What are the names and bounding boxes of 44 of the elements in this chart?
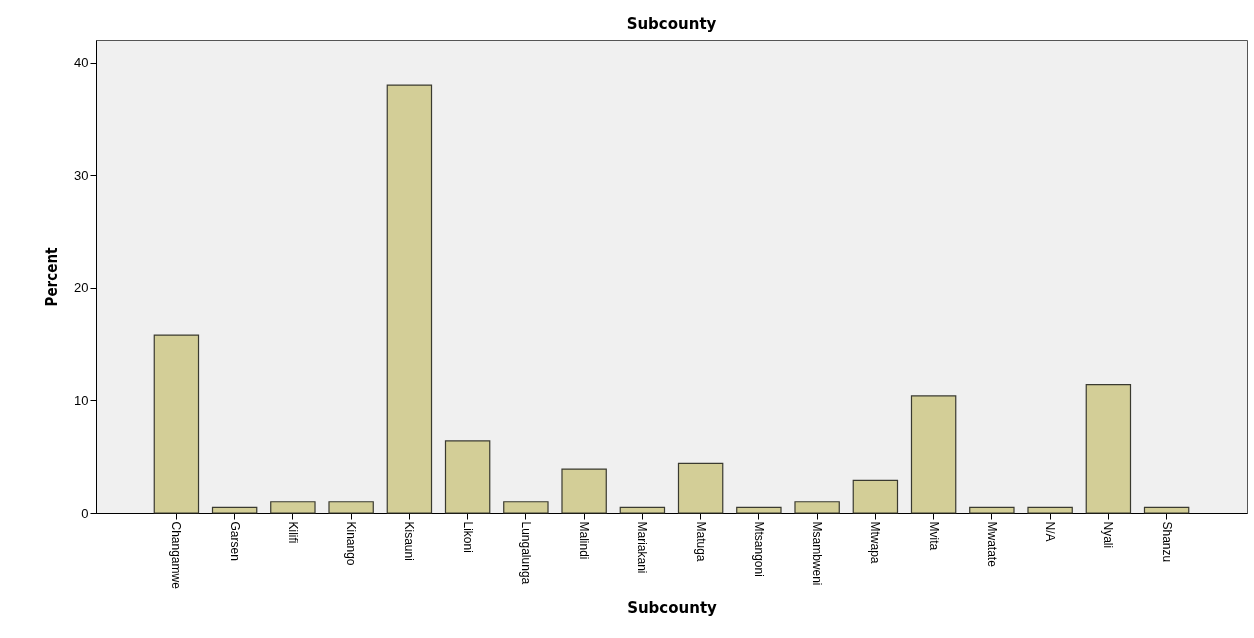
bar xyxy=(561,468,607,514)
x-tick-label: Likoni xyxy=(460,521,475,553)
x-tick-label: Mtwapa xyxy=(868,521,883,564)
bar xyxy=(211,506,258,514)
y-tick-label: 30 xyxy=(74,167,89,183)
bar xyxy=(794,501,840,514)
x-tick-label: Lungalunga xyxy=(518,521,533,585)
x-tick-label: Mtsangoni xyxy=(751,521,766,577)
y-tick-label: 0 xyxy=(81,505,89,521)
bar xyxy=(328,501,374,514)
bar xyxy=(153,334,200,514)
bar xyxy=(270,501,316,514)
bar xyxy=(386,84,433,514)
x-tick-label: Mwatate xyxy=(984,521,999,568)
x-tick-label: N/A xyxy=(1043,521,1058,542)
x-tick-label: Mvita xyxy=(926,521,941,551)
x-tick-label: Shanzu xyxy=(1159,521,1174,563)
bar xyxy=(1143,506,1190,514)
x-axis-title: Subcounty xyxy=(627,598,718,617)
bar xyxy=(444,440,491,514)
bar xyxy=(1027,506,1073,514)
bar xyxy=(852,479,899,514)
bar xyxy=(619,506,666,514)
bar xyxy=(503,501,549,514)
x-tick-label: Msambweni xyxy=(810,521,825,586)
bar xyxy=(1085,384,1132,514)
x-tick-label: Matuga xyxy=(693,521,708,562)
bar xyxy=(736,506,782,514)
y-tick-label: 10 xyxy=(74,392,89,408)
y-tick-label: 40 xyxy=(74,55,89,71)
x-tick-label: Malindi xyxy=(577,521,592,560)
x-tick-label: Kilifi xyxy=(285,521,300,544)
x-tick-label: Kinango xyxy=(344,521,359,566)
bar xyxy=(677,462,724,514)
x-tick-label: Kisauni xyxy=(402,521,417,561)
chart-title: Subcounty xyxy=(626,15,717,33)
x-tick-label: Changamwe xyxy=(169,521,184,590)
y-tick-label: 20 xyxy=(74,280,89,296)
x-tick-label: Nyali xyxy=(1101,521,1116,549)
bar xyxy=(969,506,1015,514)
y-axis-title: Percent xyxy=(43,247,62,307)
x-tick-label: Garsen xyxy=(227,521,242,561)
bar xyxy=(910,395,957,514)
x-tick-label: Mariakani xyxy=(635,521,650,574)
